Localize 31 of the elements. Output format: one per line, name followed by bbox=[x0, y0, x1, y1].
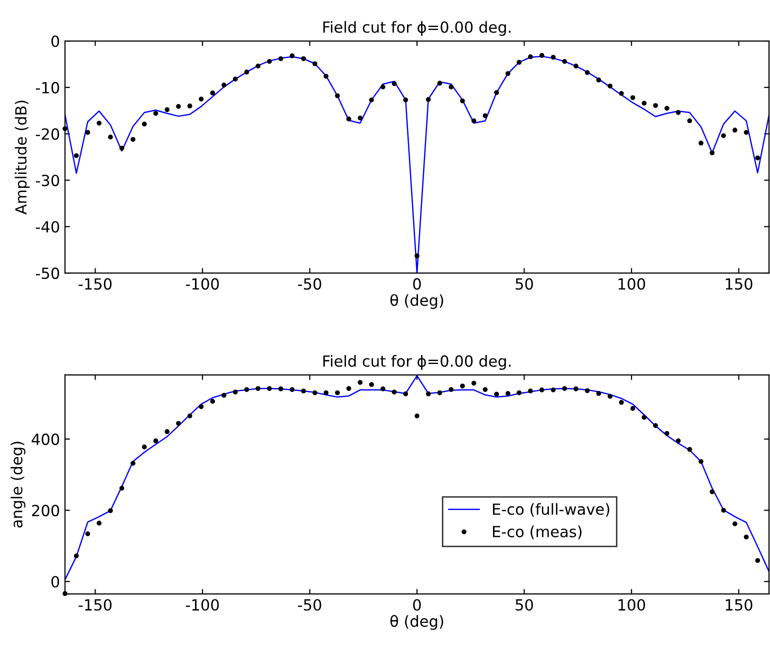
y-tick-label: -50 bbox=[36, 267, 60, 280]
y-tick-label: 400 bbox=[32, 434, 60, 446]
x-tick-label: -150 bbox=[78, 599, 112, 611]
x-tick-label: 0 bbox=[413, 278, 421, 290]
y-tick-label: 200 bbox=[32, 504, 60, 516]
x-tick-label: 100 bbox=[618, 599, 646, 611]
x-tick-label: 150 bbox=[726, 599, 752, 611]
y-axis-title: angle (deg) bbox=[10, 442, 26, 528]
x-tick-label: -100 bbox=[186, 599, 219, 611]
legend-label: E-co (meas) bbox=[492, 526, 582, 540]
y-axis-title: Amplitude (dB) bbox=[14, 100, 30, 215]
chart-title: Field cut for ϕ=0.00 deg. bbox=[323, 355, 511, 370]
y-tick-label: -40 bbox=[36, 221, 60, 233]
x-tick-label: 0 bbox=[413, 599, 421, 611]
y-tick-label: -10 bbox=[36, 82, 60, 94]
x-tick-label: 100 bbox=[618, 278, 646, 290]
x-axis-title: θ (deg) bbox=[390, 294, 444, 309]
legend-label: E-co (full-wave) bbox=[492, 503, 610, 517]
y-tick-label: -20 bbox=[36, 128, 60, 140]
x-tick-label: 50 bbox=[516, 599, 533, 611]
y-tick-label: 0 bbox=[51, 576, 60, 588]
x-axis-title: θ (deg) bbox=[390, 615, 444, 630]
x-tick-label: -100 bbox=[186, 278, 219, 290]
chart-title: Field cut for ϕ=0.00 deg. bbox=[323, 21, 511, 36]
y-tick-label: 0 bbox=[51, 35, 60, 48]
x-tick-label: 150 bbox=[726, 278, 752, 290]
x-tick-label: -50 bbox=[298, 278, 322, 290]
y-tick-label: -30 bbox=[36, 174, 60, 186]
x-tick-label: -150 bbox=[78, 278, 112, 290]
x-tick-label: 50 bbox=[516, 278, 533, 290]
x-tick-label: -50 bbox=[298, 599, 322, 611]
